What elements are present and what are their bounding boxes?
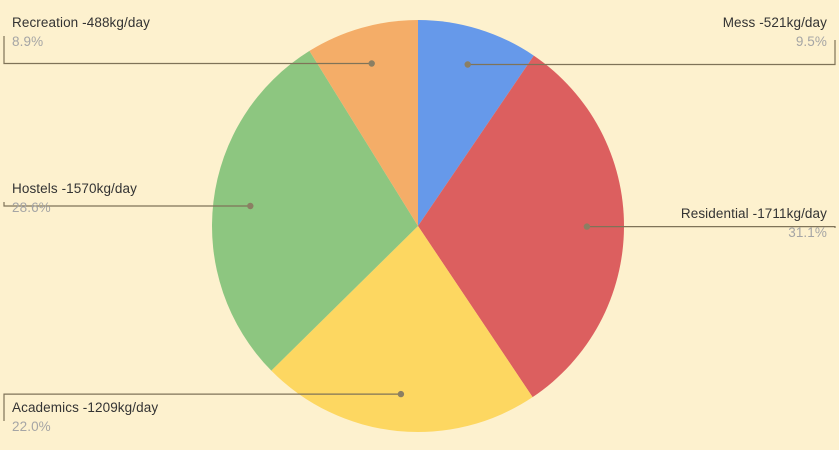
pie-slice-recreation[interactable] <box>309 20 418 226</box>
pie-label-mess-percent: 9.5% <box>795 33 827 49</box>
pie-label-mess-name: Mess -521kg/day <box>722 15 827 30</box>
pie-label-residential-percent: 31.1% <box>788 224 827 240</box>
pie-label-hostels-percent: 28.6% <box>12 199 51 215</box>
leader-line-mess <box>467 40 836 66</box>
leader-line-hostels <box>3 202 251 207</box>
leader-marker-hostels <box>247 202 254 210</box>
pie-label-recreation-name: Recreation -488kg/day <box>12 15 150 30</box>
leader-marker-mess <box>464 61 471 68</box>
pie-slice-academics[interactable] <box>271 226 533 432</box>
leader-line-recreation <box>3 36 372 65</box>
pie-label-academics[interactable]: Academics -1209kg/day 22.0% <box>12 401 158 433</box>
pie-label-residential-name: Residential -1711kg/day <box>680 206 827 221</box>
leader-marker-academics <box>397 390 405 398</box>
pie-label-academics-name: Academics -1209kg/day <box>12 400 159 415</box>
pie-slice-mess[interactable] <box>418 20 534 226</box>
leader-marker-residential <box>583 223 591 230</box>
leader-line-academics <box>3 393 401 421</box>
pie-label-mess[interactable]: Mess -521kg/day 9.5% <box>723 16 827 48</box>
pie-label-academics-percent: 22.0% <box>12 418 51 434</box>
pie-slice-hostels[interactable] <box>212 50 418 371</box>
pie-label-hostels[interactable]: Hostels -1570kg/day 28.6% <box>12 182 137 214</box>
pie-label-hostels-name: Hostels -1570kg/day <box>12 181 137 196</box>
pie-slice-group <box>212 20 625 432</box>
pie-label-recreation-percent: 8.9% <box>12 33 44 49</box>
pie-label-residential[interactable]: Residential -1711kg/day 31.1% <box>681 207 827 239</box>
pie-slice-residential[interactable] <box>418 55 625 398</box>
leader-marker-recreation <box>368 60 375 67</box>
leader-line-residential <box>586 226 836 228</box>
pie-label-recreation[interactable]: Recreation -488kg/day 8.9% <box>12 16 150 48</box>
leader-line-group <box>3 36 836 421</box>
